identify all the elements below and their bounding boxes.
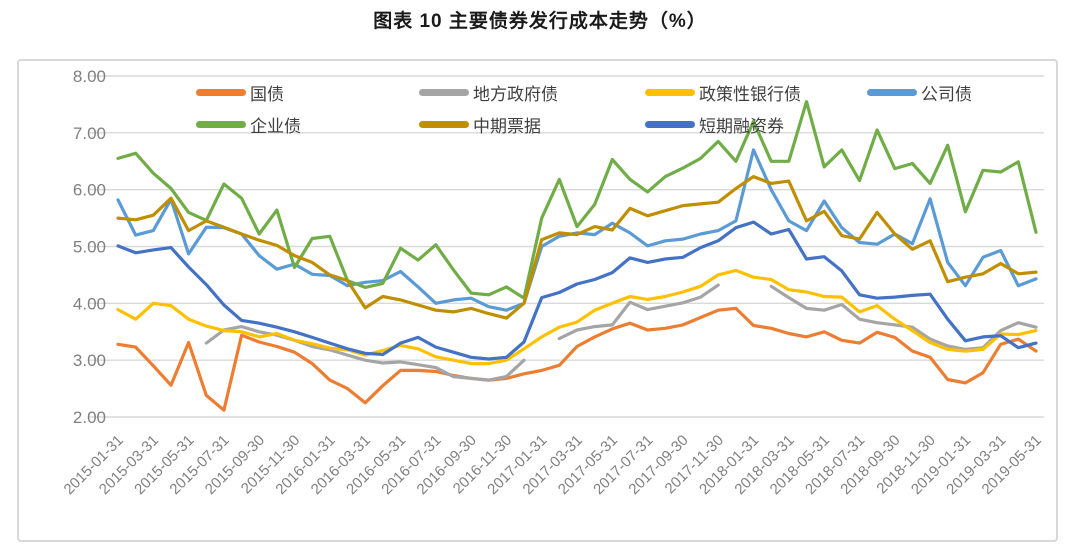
legend-swatch-0 — [196, 89, 246, 96]
legend-item-0: 国债 — [196, 80, 284, 105]
legend-swatch-5 — [419, 121, 469, 128]
legend-label-0: 国债 — [250, 85, 284, 104]
y-axis-tick-label: 2.00 — [73, 408, 106, 427]
legend-swatch-3 — [867, 89, 917, 96]
series-line-0 — [116, 306, 1038, 412]
legend-item-3: 公司债 — [867, 80, 972, 105]
legend-label-1: 地方政府债 — [473, 85, 558, 104]
y-axis-tick-label: 7.00 — [73, 124, 106, 143]
y-axis-tick-label: 4.00 — [73, 294, 106, 313]
series-line-4 — [116, 100, 1038, 300]
legend-item-4: 企业债 — [196, 112, 301, 137]
legend-label-5: 中期票据 — [473, 117, 541, 136]
y-axis-tick-label: 3.00 — [73, 351, 106, 370]
chart-card — [17, 59, 1058, 542]
series-line-2 — [116, 268, 1038, 366]
legend-swatch-1 — [419, 89, 469, 96]
legend-label-3: 公司债 — [921, 85, 972, 104]
legend-swatch-4 — [196, 121, 246, 128]
y-axis-tick-label: 8.00 — [73, 67, 106, 86]
legend-swatch-6 — [645, 121, 695, 128]
legend-item-6: 短期融资券 — [645, 112, 784, 137]
legend-swatch-2 — [645, 89, 695, 96]
y-axis-tick-label: 6.00 — [73, 181, 106, 200]
chart-title: 图表 10 主要债券发行成本走势（%） — [373, 11, 707, 32]
legend-label-4: 企业债 — [250, 117, 301, 136]
series-line-5 — [116, 175, 1038, 320]
legend-label-6: 短期融资券 — [699, 117, 784, 136]
legend-label-2: 政策性银行债 — [699, 85, 801, 104]
legend-item-5: 中期票据 — [419, 112, 541, 137]
series-line-6 — [116, 220, 1038, 361]
y-axis-tick-label: 5.00 — [73, 238, 106, 257]
legend-item-2: 政策性银行债 — [645, 80, 801, 105]
legend-item-1: 地方政府债 — [419, 80, 558, 105]
